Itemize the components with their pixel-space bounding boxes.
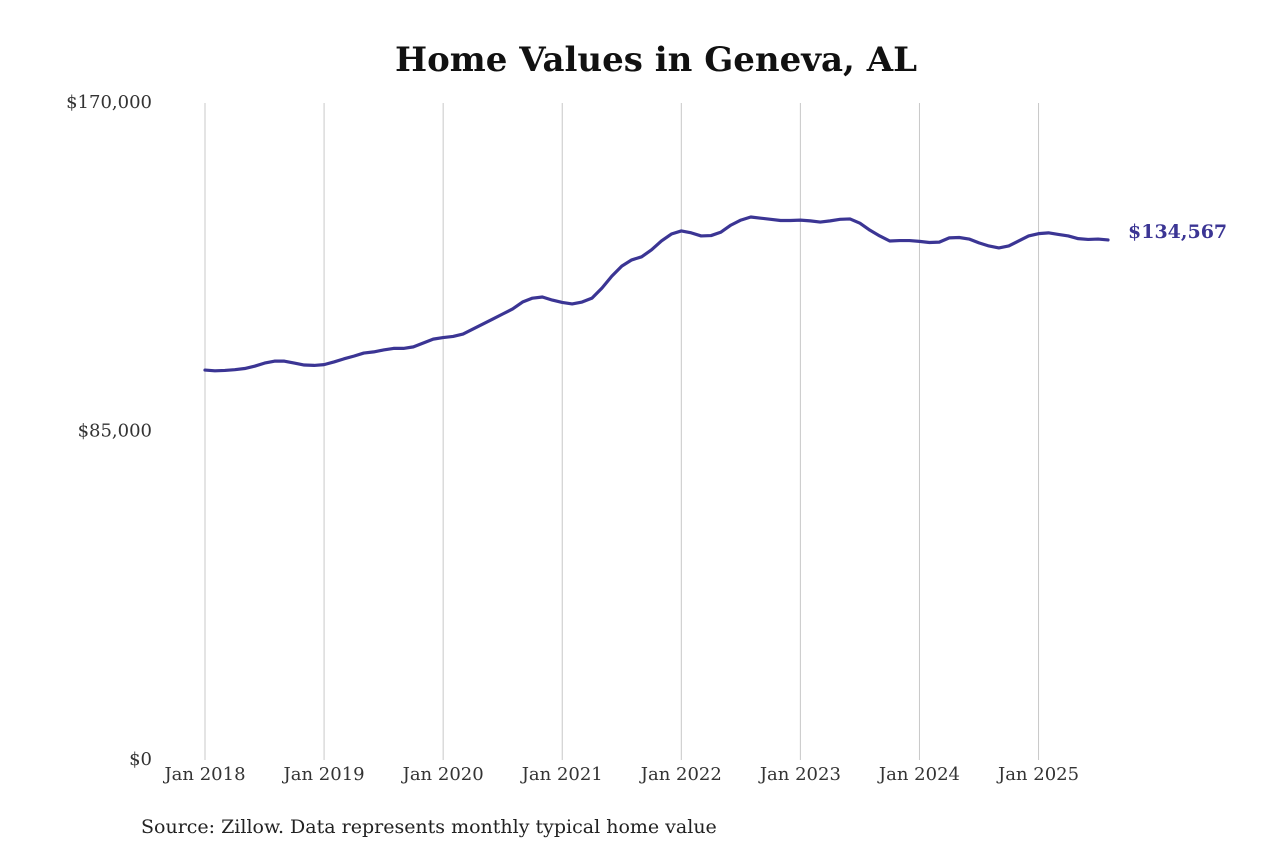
x-tick-label: Jan 2023 — [758, 764, 841, 785]
source-note: Source: Zillow. Data represents monthly … — [141, 816, 717, 838]
x-tick-label: Jan 2019 — [282, 764, 365, 785]
x-tick-label: Jan 2018 — [162, 764, 245, 785]
x-tick-label: Jan 2021 — [520, 764, 603, 785]
x-tick-label: Jan 2022 — [639, 764, 722, 785]
chart-title: Home Values in Geneva, AL — [395, 40, 917, 80]
x-tick-label: Jan 2025 — [996, 764, 1079, 785]
y-tick-label: $0 — [129, 749, 152, 770]
end-value-label: $134,567 — [1128, 221, 1227, 243]
y-tick-label: $85,000 — [78, 421, 152, 442]
x-tick-label: Jan 2020 — [401, 764, 484, 785]
line-series — [203, 215, 1110, 373]
x-tick-label: Jan 2024 — [877, 764, 960, 785]
y-tick-label: $170,000 — [66, 92, 152, 113]
